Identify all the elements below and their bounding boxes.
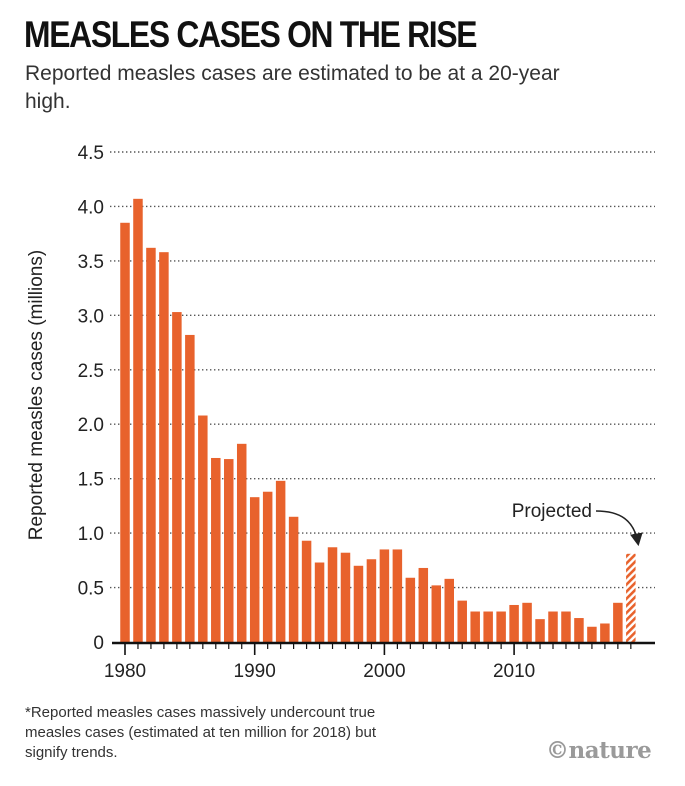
bar-1997 xyxy=(340,552,351,642)
bar-1985 xyxy=(185,334,195,642)
bar-2001 xyxy=(392,549,403,642)
bar-2015 xyxy=(574,618,584,642)
chart-title: MEASLES CASES ON THE RISE xyxy=(24,14,477,55)
bar-1984 xyxy=(172,312,182,642)
bar-1995 xyxy=(314,562,325,642)
bar-1988 xyxy=(224,459,234,642)
bar-2014 xyxy=(561,611,571,642)
nature-logo: ©nature xyxy=(546,737,652,764)
bar-1996 xyxy=(327,547,338,642)
bar-2017 xyxy=(600,623,610,642)
bar-1983 xyxy=(159,252,169,642)
bar-2002 xyxy=(405,577,416,642)
y-tick-label: 2.5 xyxy=(78,361,104,382)
bar-1987 xyxy=(211,457,221,642)
y-tick-label: 4.0 xyxy=(78,197,104,218)
bar-2018 xyxy=(613,602,623,642)
bar-1998 xyxy=(353,565,364,642)
bar-projected xyxy=(626,553,636,642)
bar-1991 xyxy=(262,491,273,642)
bar-chart: 0 0.5 1.0 1.5 2.0 2.5 3.0 3.5 4.0 4.5 1980 1990 200… xyxy=(26,143,655,682)
y-tick-label: 3.0 xyxy=(78,306,104,327)
y-tick-label: 1.0 xyxy=(78,524,104,545)
bar-2016 xyxy=(587,626,597,642)
bar-2013 xyxy=(548,611,558,642)
bar-2010 xyxy=(509,604,519,642)
bar-2007 xyxy=(470,611,480,642)
chart-subtitle: Reported measles cases are estimated to … xyxy=(25,62,560,113)
bar-1990 xyxy=(249,497,260,642)
bar-1986 xyxy=(198,415,208,642)
bar-1989 xyxy=(236,443,247,642)
bar-1999 xyxy=(366,559,377,642)
bar-2011 xyxy=(522,602,532,642)
bar-1981 xyxy=(133,198,143,643)
x-axis-ticks: 1980 1990 2000 2010 xyxy=(104,644,632,682)
y-tick-label: 3.5 xyxy=(78,252,104,273)
bar-2004 xyxy=(431,585,442,642)
bar-2006 xyxy=(457,600,467,642)
bars xyxy=(120,198,636,643)
bar-2009 xyxy=(496,611,506,642)
y-tick-label: 4.5 xyxy=(78,143,104,164)
bar-1993 xyxy=(288,516,299,642)
x-tick-label: 2010 xyxy=(493,661,535,682)
bar-2012 xyxy=(535,619,545,642)
x-tick-label: 1980 xyxy=(104,661,146,682)
y-tick-label: 0 xyxy=(93,633,104,654)
bar-1980 xyxy=(120,222,130,642)
x-tick-label: 1990 xyxy=(234,661,276,682)
projected-annotation: Projected xyxy=(512,501,643,547)
bar-2008 xyxy=(483,611,493,642)
y-tick-label: 1.5 xyxy=(78,470,104,491)
y-tick-label: 2.0 xyxy=(78,415,104,436)
y-axis-ticks: 0 0.5 1.0 1.5 2.0 2.5 3.0 3.5 4.0 4.5 xyxy=(78,143,104,654)
y-axis-title: Reported measles cases (millions) xyxy=(26,250,47,540)
bar-1982 xyxy=(146,247,156,643)
projected-arrow xyxy=(595,510,643,547)
bar-1994 xyxy=(301,540,312,642)
bar-2000 xyxy=(379,549,390,642)
footnote: *Reported measles cases massively underc… xyxy=(25,704,376,761)
bar-2003 xyxy=(418,567,429,642)
y-tick-label: 0.5 xyxy=(78,579,104,600)
bar-1992 xyxy=(275,480,286,642)
bar-2005 xyxy=(444,578,454,642)
projected-label: Projected xyxy=(512,501,592,522)
x-tick-label: 2000 xyxy=(363,661,405,682)
